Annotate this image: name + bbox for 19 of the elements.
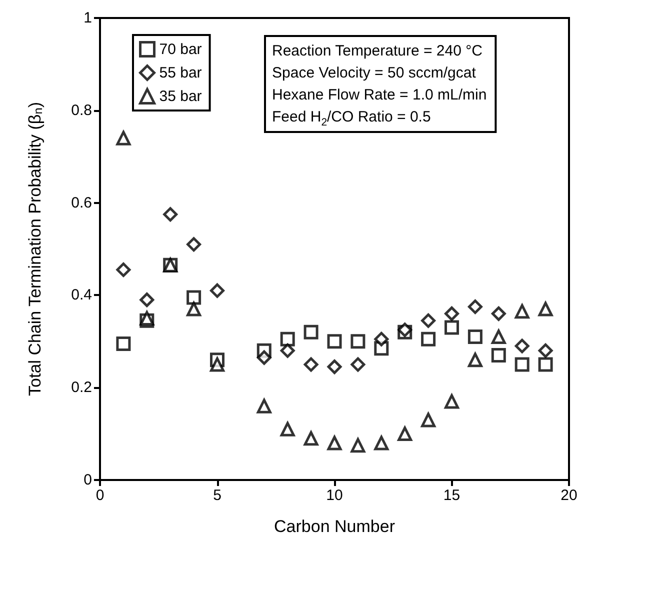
y-tick-label: 0.6 — [71, 194, 92, 212]
annotation: Space Velocity = 50 sccm/gcat — [272, 64, 477, 82]
y-tick-label: 1 — [84, 10, 92, 26]
x-tick-label: 5 — [213, 487, 222, 504]
legend-label: 70 bar — [159, 40, 202, 58]
y-tick-label: 0 — [84, 472, 92, 488]
annotation: Hexane Flow Rate = 1.0 mL/min — [272, 86, 487, 104]
x-tick-label: 10 — [326, 487, 343, 504]
y-axis-title: Total Chain Termination Probability (βn) — [26, 102, 45, 396]
y-tick-label: 0.2 — [71, 379, 92, 396]
annotation: Reaction Temperature = 240 °C — [272, 42, 483, 60]
legend-label: 35 bar — [159, 88, 202, 105]
x-tick-label: 20 — [560, 487, 578, 504]
x-tick-label: 0 — [96, 487, 104, 504]
y-tick-label: 0.4 — [71, 286, 92, 304]
x-axis-title: Carbon Number — [274, 517, 396, 536]
x-tick-label: 15 — [443, 487, 460, 504]
legend-label: 55 bar — [159, 64, 202, 82]
y-tick-label: 0.8 — [71, 102, 92, 119]
